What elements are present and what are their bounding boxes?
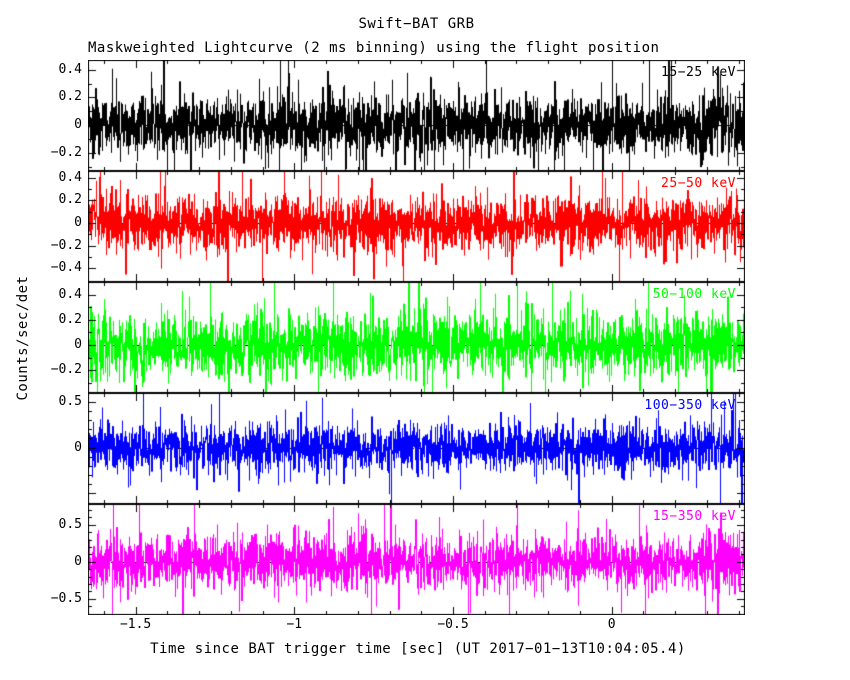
y-tick-label: −0.2 xyxy=(50,237,82,253)
panels: 15−25 keV 0.4 0.2 0 −0.2 25−50 keV 0.4 0.2 0 −0.2… xyxy=(51,60,745,615)
x-tick-label: −0.5 xyxy=(437,617,469,632)
panel-25-50-kev: 25−50 keV 0.4 0.2 0 −0.2 −0.4 xyxy=(51,170,745,282)
lightcurve-canvas xyxy=(88,171,745,282)
panel-50-100-kev: 50−100 keV 0.4 0.2 0 −0.2 xyxy=(51,282,745,393)
x-tick-label: −1.5 xyxy=(119,617,152,632)
band-label: 50−100 keV xyxy=(652,287,736,302)
y-tick-label: 0.2 xyxy=(58,311,82,327)
y-tick-label: 0.4 xyxy=(58,61,82,77)
y-tick-label: 0.4 xyxy=(58,286,82,302)
panel-100-350-kev: 100−350 keV 0.5 0 xyxy=(59,393,745,504)
y-tick-label: 0.5 xyxy=(58,394,82,410)
panel-15-25-kev: 15−25 keV 0.4 0.2 0 −0.2 xyxy=(51,60,745,171)
y-tick-label: 0 xyxy=(74,553,82,569)
y-tick-label: 0 xyxy=(74,215,82,231)
plot-subtitle: Maskweighted Lightcurve (2 ms binning) u… xyxy=(88,40,660,56)
y-axis-label: Counts/sec/det xyxy=(15,275,31,401)
panel-15-350-kev: 15−350 keV 0.5 0 −0.5 xyxy=(51,504,745,615)
y-tick-label: 0 xyxy=(74,337,82,353)
lightcurve-canvas xyxy=(88,393,745,504)
lightcurve-canvas xyxy=(88,504,745,615)
y-tick-label: −0.4 xyxy=(50,260,82,276)
x-tick-label: −1 xyxy=(286,617,303,632)
y-tick-label: −0.5 xyxy=(50,590,82,606)
band-label: 25−50 keV xyxy=(661,176,736,191)
band-label: 15−350 keV xyxy=(652,509,736,524)
y-tick-label: 0 xyxy=(74,439,82,455)
band-label: 100−350 keV xyxy=(644,398,736,413)
x-tick-label: 0 xyxy=(607,617,616,632)
band-label: 15−25 keV xyxy=(661,65,736,80)
x-axis-label: Time since BAT trigger time [sec] (UT 20… xyxy=(150,641,686,657)
lightcurve-canvas xyxy=(88,60,745,171)
plot-title: Swift−BAT GRB xyxy=(358,16,475,32)
y-tick-label: 0 xyxy=(74,117,82,133)
y-tick-label: −0.2 xyxy=(50,144,82,160)
y-tick-label: 0.2 xyxy=(58,89,82,105)
y-tick-label: −0.2 xyxy=(50,362,82,378)
y-tick-label: 0.4 xyxy=(58,169,82,185)
y-tick-label: 0.5 xyxy=(58,516,82,532)
lightcurve-canvas xyxy=(88,282,745,393)
x-tick-labels: −1.5 −1 −0.5 0 xyxy=(88,617,745,635)
y-tick-label: 0.2 xyxy=(58,192,82,208)
